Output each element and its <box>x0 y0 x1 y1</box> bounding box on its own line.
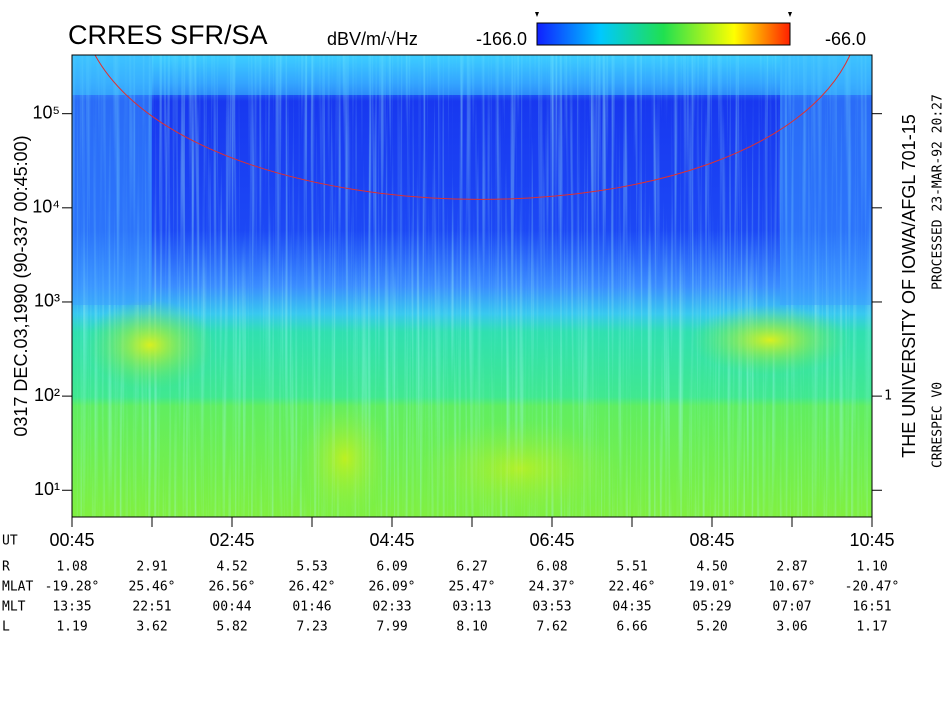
chart-title: CRRES SFR/SA <box>68 20 268 50</box>
ephemeris-value: 5.51 <box>616 560 647 575</box>
ephemeris-value: 26.09° <box>369 580 416 595</box>
ephemeris-label: R <box>2 560 10 575</box>
ephemeris-value: 2.87 <box>776 560 807 575</box>
ephemeris-value: -19.28° <box>45 580 100 595</box>
ephemeris-value: 22:51 <box>132 600 171 615</box>
ephemeris-label: MLAT <box>2 580 33 595</box>
ephemeris-value: 03:53 <box>532 600 571 615</box>
colorbar-units: dBV/m/√Hz <box>327 29 418 49</box>
ephemeris-value: 16:51 <box>852 600 891 615</box>
right-caption: THE UNIVERSITY OF IOWA/AFGL 701-15 <box>899 114 919 457</box>
ephemeris-value: 04:35 <box>612 600 651 615</box>
ephemeris-value: 4.50 <box>696 560 727 575</box>
ephemeris-value: 10.67° <box>769 580 816 595</box>
ephemeris-value: 24.37° <box>529 580 576 595</box>
ephemeris-value: 3.62 <box>136 620 167 635</box>
ephemeris-value: 6.08 <box>536 560 567 575</box>
x-tick-label: 00:45 <box>49 530 94 550</box>
left-caption: 0317 DEC.03,1990 (90-337 00:45:00) <box>11 135 31 436</box>
ephemeris-label: L <box>2 620 10 635</box>
ephemeris-value: 5.20 <box>696 620 727 635</box>
colorbar-marker <box>535 12 792 17</box>
ephemeris-value: 2.91 <box>136 560 167 575</box>
ephemeris-value: 6.09 <box>376 560 407 575</box>
ephemeris-value: 5.53 <box>296 560 327 575</box>
ephemeris-value: 25.47° <box>449 580 496 595</box>
ephemeris-value: 6.66 <box>616 620 647 635</box>
ephemeris-value: 1.17 <box>856 620 887 635</box>
y-tick-label: 10¹ <box>34 479 60 499</box>
y-tick-label: 10³ <box>34 291 60 311</box>
ephemeris-value: 8.10 <box>456 620 487 635</box>
y2-tick-label: 1 <box>884 389 892 404</box>
ephemeris-label: MLT <box>2 600 26 615</box>
colorbar-min-label: -166.0 <box>476 29 527 49</box>
x-tick-label: 06:45 <box>529 530 574 550</box>
ephemeris-value: -20.47° <box>845 580 900 595</box>
right-caption: PROCESSED 23-MAR-92 20:27 <box>931 94 945 290</box>
ephemeris-value: 05:29 <box>692 600 731 615</box>
ephemeris-value: 02:33 <box>372 600 411 615</box>
ephemeris-value: 1.10 <box>856 560 887 575</box>
ephemeris-value: 00:44 <box>212 600 251 615</box>
x-tick-label: 02:45 <box>209 530 254 550</box>
ephemeris-value: 1.08 <box>56 560 87 575</box>
y-tick-label: 10⁴ <box>32 197 60 217</box>
ephemeris-value: 03:13 <box>452 600 491 615</box>
ephemeris-value: 7.23 <box>296 620 327 635</box>
x-tick-label: 10:45 <box>849 530 894 550</box>
ephemeris-value: 4.52 <box>216 560 247 575</box>
right-caption: CRRESPEC V0 <box>931 382 945 468</box>
x-tick-label: 08:45 <box>689 530 734 550</box>
spectrogram <box>72 55 872 517</box>
ephemeris-value: 7.99 <box>376 620 407 635</box>
ephemeris-value: 25.46° <box>129 580 176 595</box>
ephemeris-label: UT <box>2 534 18 549</box>
colorbar-max-label: -66.0 <box>825 29 866 49</box>
ephemeris-value: 26.42° <box>289 580 336 595</box>
y-tick-label: 10² <box>34 385 60 405</box>
ephemeris-value: 22.46° <box>609 580 656 595</box>
y-tick-label: 10⁵ <box>33 102 60 122</box>
ephemeris-value: 13:35 <box>52 600 91 615</box>
ephemeris-value: 26.56° <box>209 580 256 595</box>
ephemeris-value: 07:07 <box>772 600 811 615</box>
ephemeris-value: 01:46 <box>292 600 331 615</box>
x-tick-label: 04:45 <box>369 530 414 550</box>
ephemeris-value: 1.19 <box>56 620 87 635</box>
colorbar <box>536 22 791 46</box>
ephemeris-value: 6.27 <box>456 560 487 575</box>
ephemeris-value: 5.82 <box>216 620 247 635</box>
ephemeris-value: 7.62 <box>536 620 567 635</box>
ephemeris-value: 19.01° <box>689 580 736 595</box>
ephemeris-value: 3.06 <box>776 620 807 635</box>
